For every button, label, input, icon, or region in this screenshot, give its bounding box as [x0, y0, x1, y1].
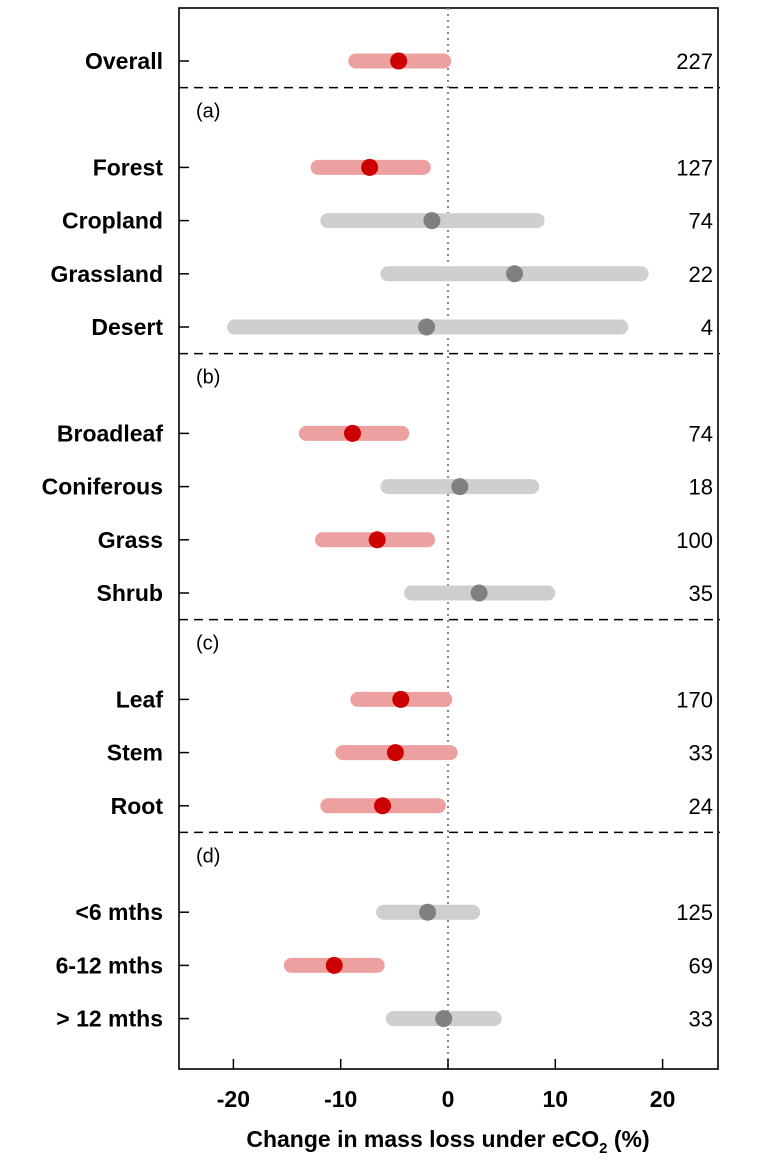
category-label-broadleaf: Broadleaf [57, 420, 163, 446]
mean-point-6-12-mths [325, 956, 343, 974]
category-label-coniferous: Coniferous [42, 474, 163, 500]
mean-point-shrub [470, 584, 488, 602]
panel-label: (a) [196, 101, 220, 123]
category-label-grassland: Grassland [51, 261, 164, 287]
x-axis-label-unit: (%) [607, 1126, 649, 1152]
x-tick-label-1: -10 [324, 1086, 357, 1112]
sample-size-root: 24 [689, 794, 713, 819]
category-label-overall: Overall [85, 48, 163, 74]
category-label-stem: Stem [107, 740, 163, 766]
mean-point-6-mths [419, 903, 437, 921]
mean-point-overall [390, 52, 408, 70]
sample-size-coniferous: 18 [689, 475, 713, 500]
category-label-root: Root [111, 793, 164, 819]
sample-size-grass: 100 [676, 528, 713, 553]
panel-label: (d) [196, 845, 220, 867]
mean-point-12-mths [435, 1010, 453, 1028]
mean-point-root [374, 797, 392, 815]
sample-size-shrub: 35 [689, 581, 713, 606]
x-tick-label-4: 20 [650, 1086, 676, 1112]
x-axis-label-subscript: 2 [599, 1140, 607, 1157]
sample-size-forest: 127 [676, 155, 713, 180]
category-label-desert: Desert [91, 314, 163, 340]
category-label-12-mths: > 12 mths [56, 1006, 163, 1032]
mean-point-forest [361, 158, 379, 176]
x-axis-label: Change in mass loss under eCO2 (%) [246, 1126, 649, 1157]
mean-point-leaf [392, 690, 410, 708]
x-axis-label-main: Change in mass loss under eCO [246, 1126, 599, 1152]
mean-point-grassland [506, 265, 524, 283]
category-label-6-12-mths: 6-12 mths [56, 952, 163, 978]
x-tick-label-0: -20 [217, 1086, 250, 1112]
sample-size-desert: 4 [701, 315, 713, 340]
mean-point-grass [368, 531, 386, 549]
category-label-6-mths: <6 mths [75, 899, 163, 925]
sample-size-overall: 227 [676, 49, 713, 74]
sample-size-cropland: 74 [689, 209, 713, 234]
category-label-forest: Forest [93, 154, 164, 180]
sample-size-broadleaf: 74 [689, 421, 713, 446]
mean-point-stem [386, 744, 404, 762]
sample-size-grassland: 22 [689, 262, 713, 287]
sample-size-stem: 33 [689, 741, 713, 766]
panel-label: (c) [196, 633, 219, 655]
mean-point-cropland [423, 212, 441, 230]
mean-point-broadleaf [344, 424, 362, 442]
panel-label: (b) [196, 367, 220, 389]
category-label-leaf: Leaf [116, 686, 164, 712]
category-label-cropland: Cropland [62, 208, 163, 234]
sample-size-leaf: 170 [676, 687, 713, 712]
mean-point-coniferous [451, 478, 469, 496]
sample-size-6-mths: 125 [676, 900, 713, 925]
mean-point-desert [418, 318, 436, 336]
category-label-grass: Grass [98, 527, 163, 553]
sample-size-6-12-mths: 69 [689, 953, 713, 978]
x-tick-label-3: 10 [543, 1086, 569, 1112]
x-tick-label-2: 0 [442, 1086, 455, 1112]
category-label-shrub: Shrub [97, 580, 163, 606]
sample-size-12-mths: 33 [689, 1007, 713, 1032]
